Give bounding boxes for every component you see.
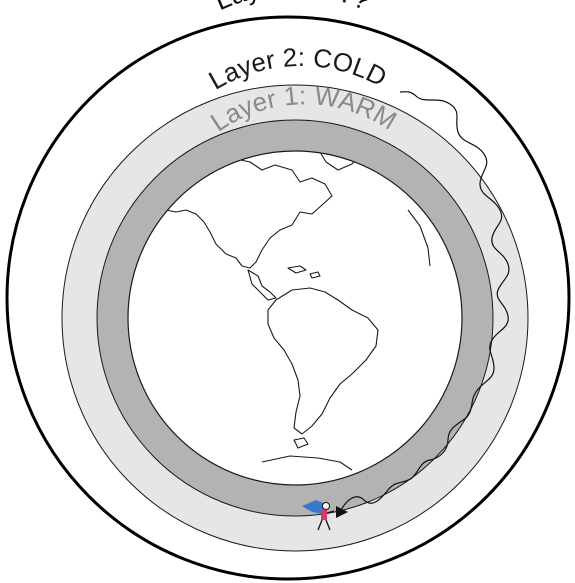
radiation-wave-path (339, 91, 510, 513)
layer-3-label-path: Layer 3: ??? (210, 0, 374, 16)
earth-globe (127, 150, 463, 486)
layer-3-label: Layer 3: ??? (210, 0, 374, 16)
earth-continents (159, 151, 431, 471)
arrow-head-icon (336, 506, 348, 518)
superhero-figure-icon (302, 500, 335, 531)
